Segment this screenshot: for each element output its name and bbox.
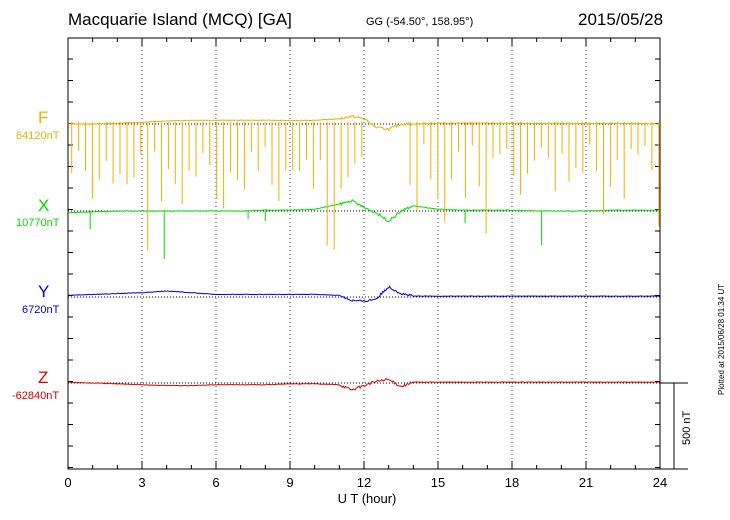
station-title: Macquarie Island (MCQ) [GA] bbox=[68, 10, 292, 29]
series-line-F bbox=[67, 114, 661, 132]
series-line-Z bbox=[67, 378, 661, 391]
series-letter-Y: Y bbox=[38, 282, 50, 301]
x-tick-label-6: 6 bbox=[212, 475, 219, 490]
series-letter-F: F bbox=[38, 108, 49, 127]
baseline-label-X: 10770nT bbox=[16, 217, 60, 229]
x-axis-title-wrap: U T (hour) bbox=[0, 491, 730, 506]
plotted-note: Plotted at 2015/06/28 01:34 UT bbox=[717, 283, 726, 395]
series-line-Y bbox=[67, 285, 661, 303]
x-tick-label-18: 18 bbox=[505, 475, 519, 490]
series-letter-X: X bbox=[38, 196, 50, 215]
date-label: 2015/05/28 bbox=[578, 10, 664, 29]
baseline-label-Y: 6720nT bbox=[22, 304, 60, 316]
x-tick-label-3: 3 bbox=[138, 475, 145, 490]
x-axis-title: U T (hour) bbox=[337, 491, 397, 506]
x-tick-label-24: 24 bbox=[653, 475, 667, 490]
scale-bar-label: 500 nT bbox=[681, 410, 693, 445]
series-spikes-F bbox=[71, 122, 660, 251]
series-spikes-X bbox=[89, 211, 543, 259]
x-tick-label-9: 9 bbox=[286, 475, 293, 490]
coordinates-label: GG (-54.50°, 158.95°) bbox=[366, 16, 474, 28]
series-letter-Z: Z bbox=[38, 368, 49, 387]
x-tick-label-21: 21 bbox=[579, 475, 593, 490]
baseline-label-Z: -62840nT bbox=[12, 390, 60, 402]
x-tick-label-12: 12 bbox=[357, 475, 371, 490]
x-tick-label-15: 15 bbox=[431, 475, 445, 490]
x-tick-label-0: 0 bbox=[64, 475, 71, 490]
baseline-label-F: 64120nT bbox=[16, 130, 60, 142]
series-line-X bbox=[67, 198, 661, 223]
